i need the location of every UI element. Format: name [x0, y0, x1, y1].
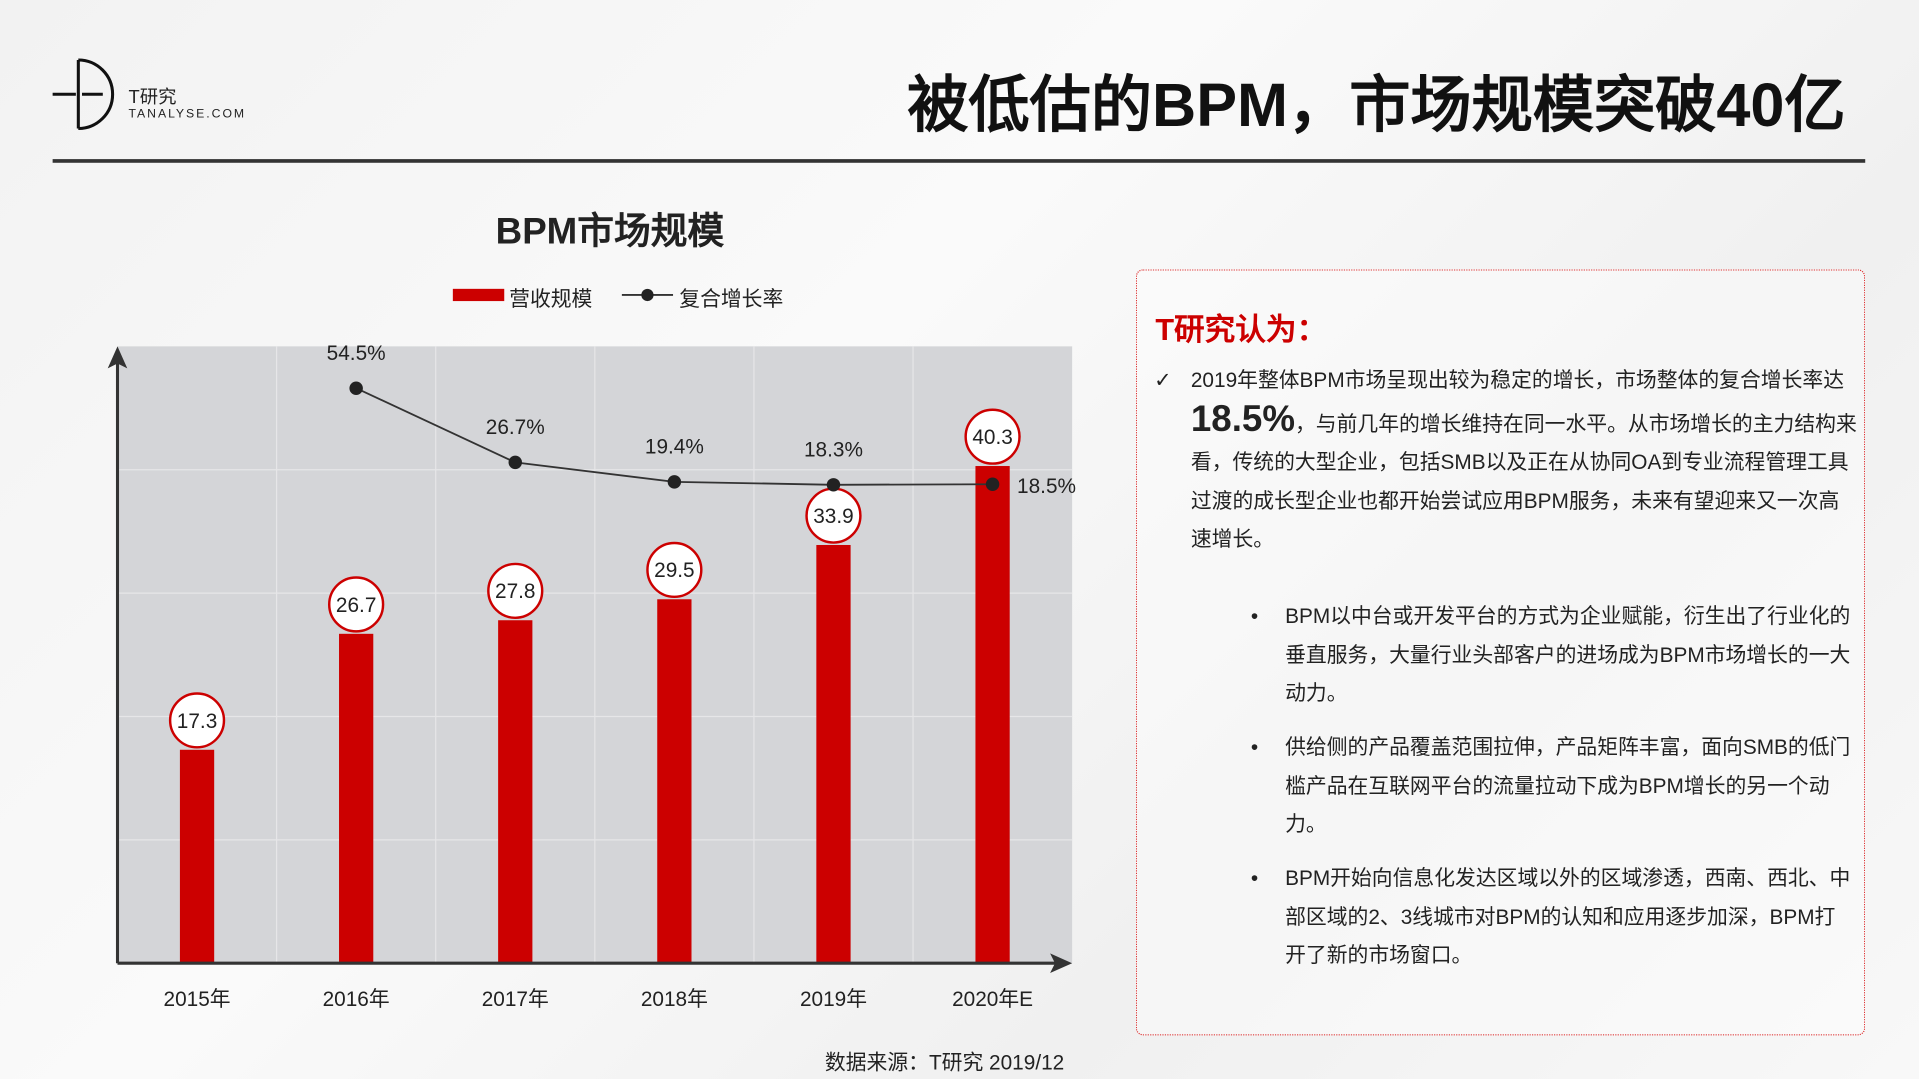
- bullet-icon: •: [1250, 735, 1259, 759]
- bar: [975, 466, 1010, 964]
- logo-domain: TANALYSE.COM: [128, 107, 247, 122]
- bar: [657, 599, 692, 964]
- x-axis-arrow-icon: [1050, 953, 1073, 974]
- line-data-label: 19.4%: [645, 436, 704, 459]
- panel-title: T研究认为：: [1155, 313, 1328, 348]
- x-tick-label: 2015年: [164, 988, 231, 1011]
- bar: [339, 633, 374, 964]
- x-tick-label: 2018年: [641, 988, 708, 1011]
- data-label-circle: [487, 562, 544, 620]
- x-tick-label: 2017年: [482, 988, 549, 1011]
- chart-title: BPM市场规模: [495, 211, 725, 253]
- legend-line-label: 复合增长率: [679, 287, 784, 311]
- line-data-label: 18.3%: [804, 439, 863, 462]
- main-text-b: ，与前几年的增长维持在同一水平。从市场增长的主力结构来看，传统的大型企业，包括S…: [1190, 411, 1857, 551]
- bullet-icon: •: [1250, 604, 1259, 628]
- legend-line-swatch: [621, 288, 674, 302]
- bar-data-label: 29.5: [654, 559, 694, 582]
- bullet-item: BPM以中台或开发平台的方式为企业赋能，衍生出了行业化的垂直服务，大量行业头部客…: [1285, 604, 1851, 705]
- x-tick-label: 2020年E: [952, 988, 1033, 1011]
- bullet-icon: •: [1250, 866, 1259, 890]
- data-label-circle: [168, 692, 226, 749]
- growth-point: [985, 477, 1000, 491]
- insight-panel: [1135, 269, 1866, 1036]
- main-text-a: 2019年整体BPM市场呈现出较为稳定的增长，市场整体的复合增长率达: [1190, 368, 1844, 392]
- highlight-rate: 18.5%: [1190, 398, 1295, 439]
- bar: [816, 544, 851, 964]
- growth-point: [826, 478, 841, 492]
- bar-data-label: 33.9: [813, 505, 853, 528]
- panel-main-text: 2019年整体BPM市场呈现出较为稳定的增长，市场整体的复合增长率达 18.5%，…: [1191, 361, 1858, 559]
- bullet-item: BPM开始向信息化发达区域以外的区域渗透，西南、西北、中部区域的2、3线城市对B…: [1285, 866, 1851, 967]
- title-divider: [52, 159, 1866, 163]
- growth-point: [349, 381, 363, 395]
- bullet-item: 供给侧的产品覆盖范围拉伸，产品矩阵丰富，面向SMB的低门槛产品在互联网平台的流量…: [1285, 735, 1851, 836]
- page-title: 被低估的BPM，市场规模突破40亿: [907, 70, 1846, 140]
- bar: [498, 620, 533, 964]
- x-tick-label: 2019年: [800, 988, 867, 1011]
- x-tick-label: 2016年: [323, 988, 390, 1011]
- data-label-circle: [646, 541, 703, 599]
- logo-brand: T研究: [128, 86, 177, 108]
- data-source: 数据来源：T研究 2019/12: [824, 1051, 1065, 1075]
- bar-data-label: 17.3: [177, 710, 217, 733]
- data-label-circle: [964, 408, 1021, 465]
- growth-point: [667, 475, 682, 489]
- bar-data-label: 40.3: [972, 426, 1012, 449]
- y-axis-arrow-icon: [107, 346, 128, 369]
- growth-point: [508, 455, 522, 470]
- line-data-label: 26.7%: [486, 416, 545, 439]
- bar: [179, 749, 215, 964]
- legend-bar-swatch: [452, 288, 505, 302]
- bar-data-label: 27.8: [495, 580, 535, 603]
- data-label-circle: [328, 576, 385, 633]
- legend-bar-label: 营收规模: [509, 287, 593, 311]
- line-data-label: 18.5%: [1017, 475, 1076, 498]
- check-icon: ✓: [1154, 368, 1172, 392]
- logo-mark: [52, 58, 115, 131]
- bar-data-label: 26.7: [336, 594, 376, 617]
- line-data-label: 54.5%: [327, 342, 386, 365]
